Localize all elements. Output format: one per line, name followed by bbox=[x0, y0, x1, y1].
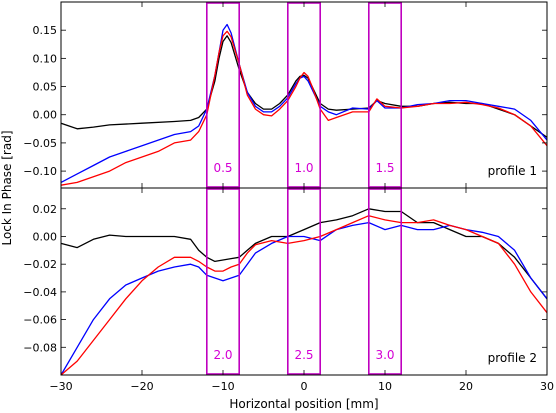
x-tick-label: −30 bbox=[49, 380, 72, 393]
panel-2-region-rect bbox=[286, 188, 321, 375]
panel-2-region-label: 2.0 bbox=[213, 348, 232, 362]
panel-2-black-series-line bbox=[60, 208, 548, 300]
x-axis: −30 −20 −10 0 10 20 30 bbox=[49, 380, 554, 393]
panel-1-label: profile 1 bbox=[488, 164, 537, 178]
panel-2-y-tick-label: −0.06 bbox=[23, 314, 57, 327]
x-tick-label: 30 bbox=[540, 380, 554, 393]
x-tick-label: −20 bbox=[130, 380, 153, 393]
panel-1-y-tick-label: 0.00 bbox=[33, 109, 58, 122]
panel-1-y-tick-label: 0.10 bbox=[33, 52, 58, 65]
panel-2-region-label: 3.0 bbox=[375, 348, 394, 362]
x-axis-label: Horizontal position [mm] bbox=[229, 397, 378, 411]
panel-2-region-rect bbox=[206, 188, 241, 375]
panel-2-y-tick-label: 0.02 bbox=[33, 203, 58, 216]
x-tick-label: 20 bbox=[459, 380, 473, 393]
panel-1-region-label: 1.5 bbox=[375, 161, 394, 175]
panel-1-region-rect bbox=[367, 2, 402, 188]
x-tick-label: 0 bbox=[301, 380, 308, 393]
x-tick-label: 10 bbox=[378, 380, 392, 393]
panel-2-red-series-line bbox=[60, 215, 548, 376]
x-tick-label: −10 bbox=[211, 380, 234, 393]
panel-2-y-tick-label: −0.02 bbox=[23, 258, 57, 271]
panel-1-y-tick-label: −0.10 bbox=[23, 165, 57, 178]
panel-1-y-tick-label: 0.05 bbox=[33, 81, 58, 94]
panel-1-region-label: 0.5 bbox=[213, 161, 232, 175]
y-axis-label: Lock In Phase [rad] bbox=[0, 130, 14, 245]
panel-1-black-series-line bbox=[60, 35, 548, 138]
panel-profile-1: 0.5 1.0 1.5 −0.10 −0.05 0.00 0.05 0.10 0.15 profi… bbox=[23, 1, 548, 189]
panel-1-region-label: 1.0 bbox=[294, 161, 313, 175]
panel-2-region-label: 2.5 bbox=[294, 348, 313, 362]
panel-profile-2: 2.0 2.5 3.0 −0.08 −0.06 −0.04 −0.02 0.00 0.02 pro… bbox=[23, 187, 548, 376]
panel-2-y-tick-label: 0.00 bbox=[33, 230, 58, 243]
panel-1-y-tick-label: 0.15 bbox=[33, 24, 58, 37]
panel-2-label: profile 2 bbox=[488, 351, 537, 365]
panel-2-y-tick-label: −0.04 bbox=[23, 286, 57, 299]
panel-2-y-tick-label: −0.08 bbox=[23, 341, 57, 354]
panel-1-y-tick-label: −0.05 bbox=[23, 137, 57, 150]
